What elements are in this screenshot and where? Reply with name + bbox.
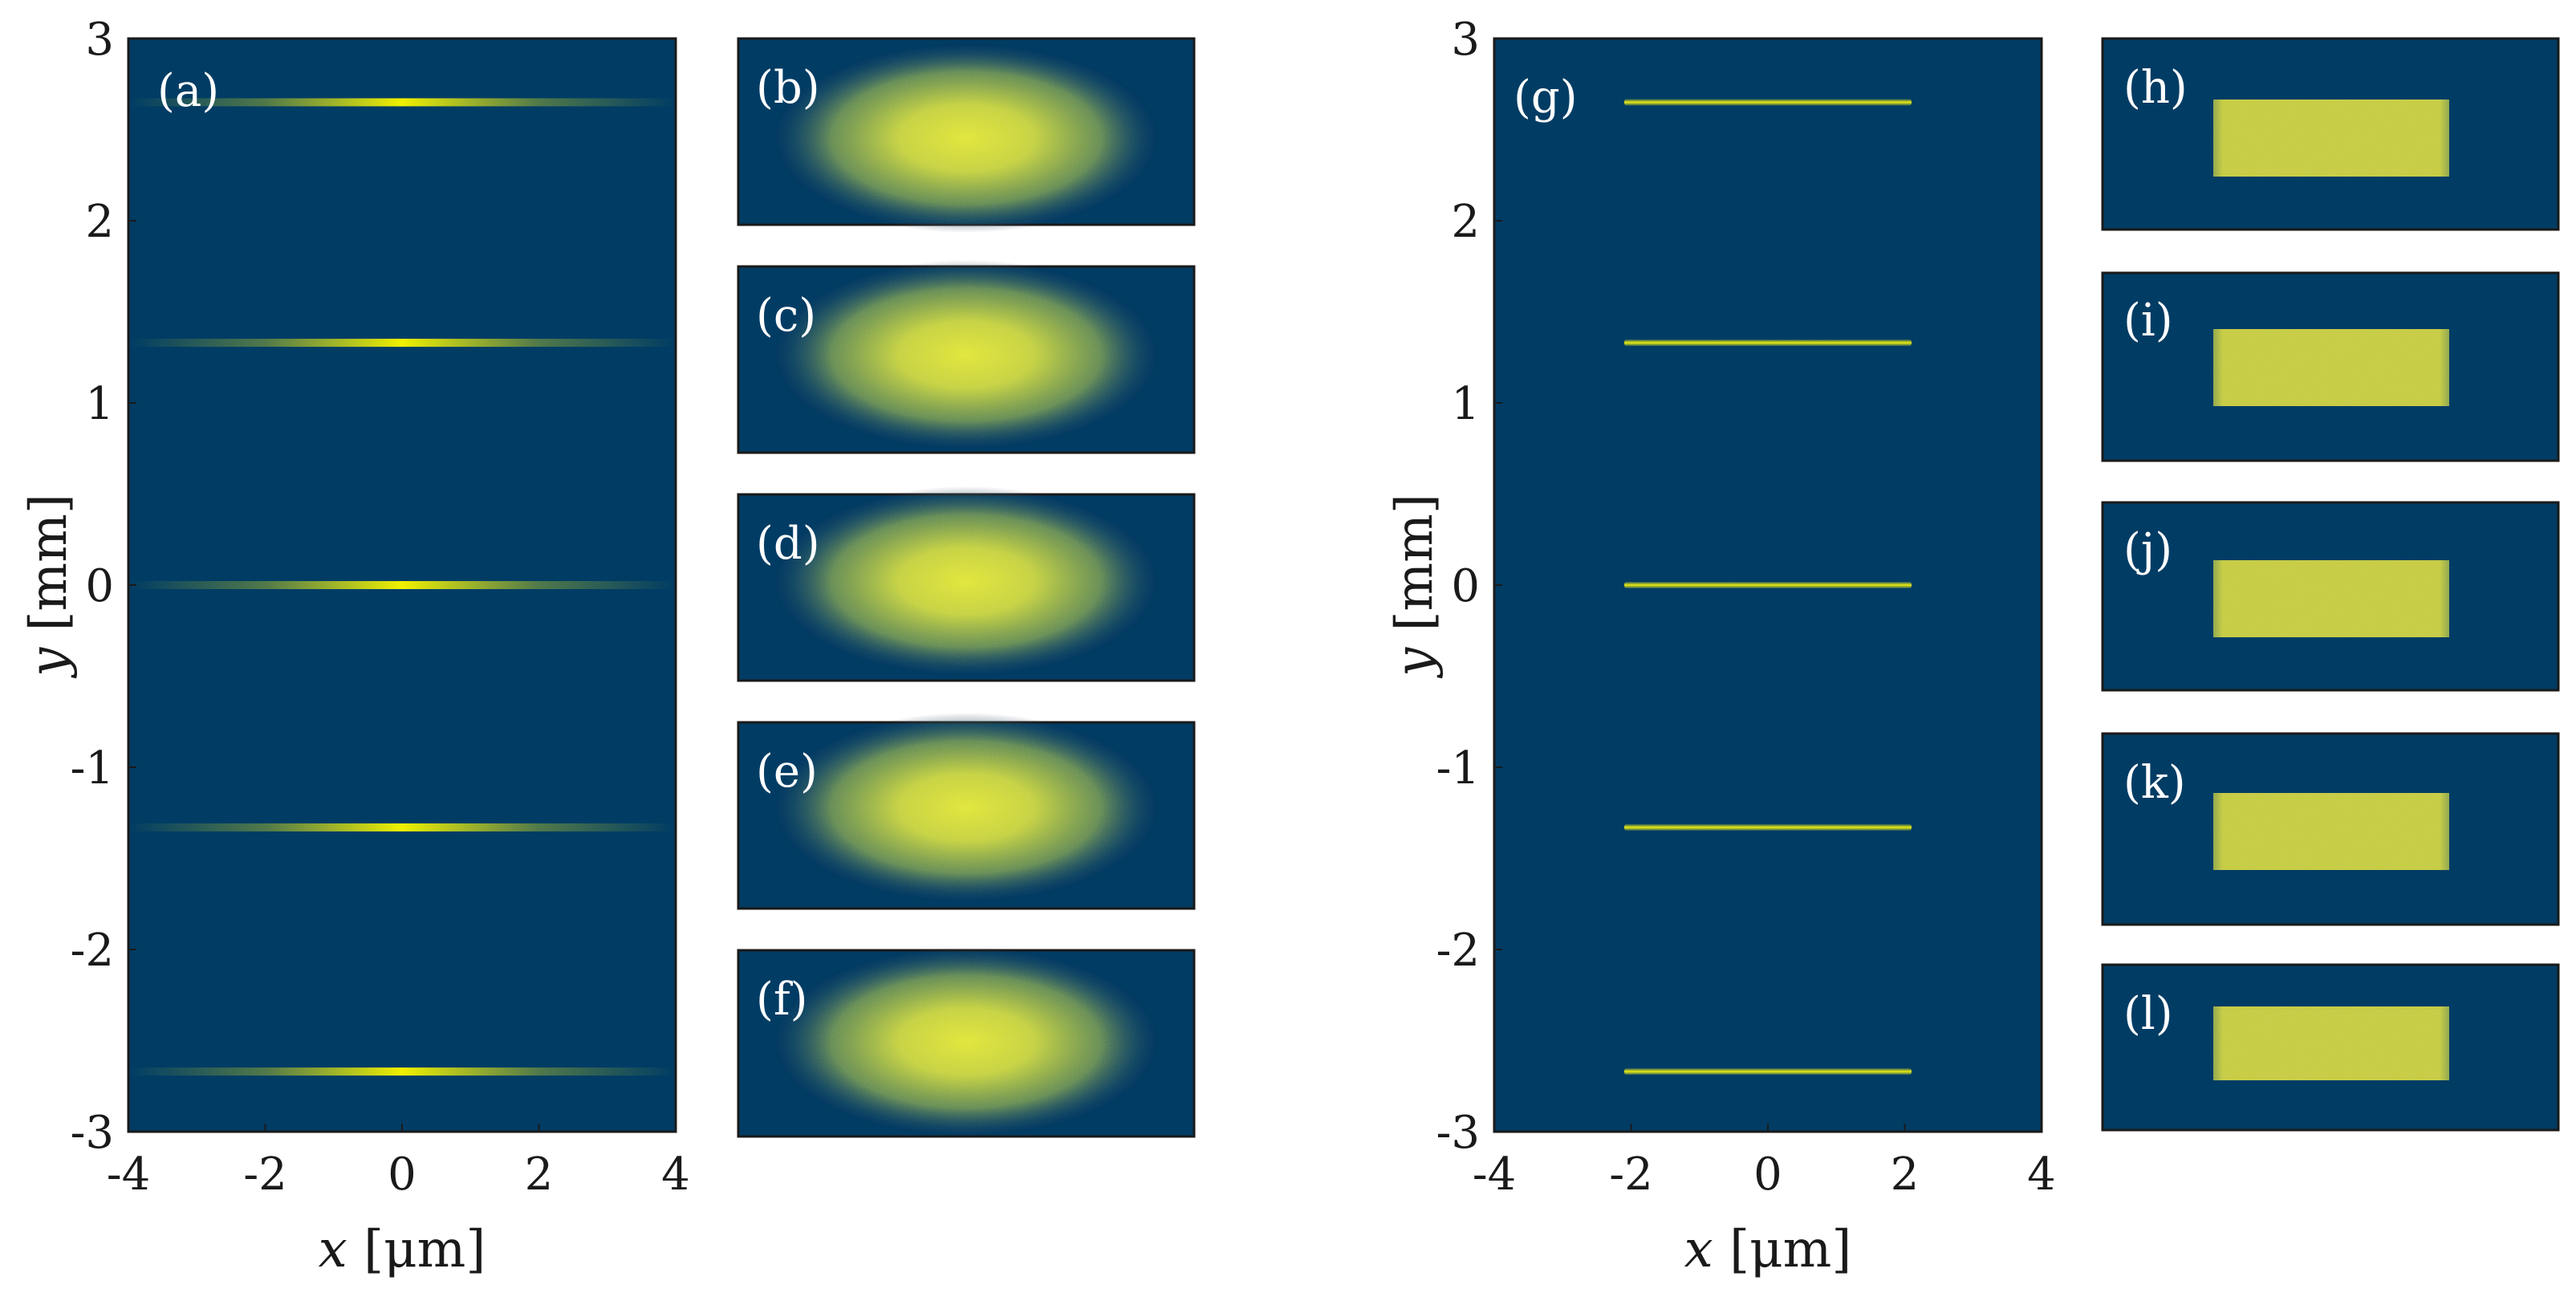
inset-d: (d) xyxy=(737,486,1196,682)
plot-a-ylabel: y [mm] xyxy=(19,494,79,679)
flat-top-spot xyxy=(2213,1006,2449,1080)
beam-line-g-3 xyxy=(1623,823,1912,831)
ytick-label-g-5: -2 xyxy=(1436,925,1480,977)
main-plot-a: (a) -4 -2 0 2 4 3 2 1 0 -1 -2 -3 x [μm] y [mm] xyxy=(19,14,690,1279)
gaussian-insets: (b) (c) (d) (e) (f) xyxy=(737,37,1196,1138)
panel-label-a: (a) xyxy=(157,65,219,117)
beam-line-a-4 xyxy=(128,1067,676,1076)
beam-line-a-2 xyxy=(128,581,676,589)
gaussian-spot xyxy=(774,43,1159,233)
main-plot-g: (g) -4 -2 0 2 4 3 2 1 0 -1 -2 -3 x [μm] y [mm] xyxy=(1385,14,2056,1279)
ytick-label-g-0: 3 xyxy=(1451,14,1480,66)
beam-line-g-2 xyxy=(1623,582,1912,588)
xtick-label-g-1: -2 xyxy=(1609,1149,1653,1201)
xtick-label-a-3: 2 xyxy=(525,1149,554,1201)
gaussian-spot xyxy=(774,260,1159,449)
ytick-label-g-1: 2 xyxy=(1451,196,1480,248)
beam-line-g-0 xyxy=(1623,99,1912,106)
inset-k: (k) xyxy=(2101,732,2560,926)
ytick-label-g-3: 0 xyxy=(1451,560,1480,612)
flat-top-spot xyxy=(2213,100,2449,177)
ytick-label-g-6: -3 xyxy=(1436,1107,1480,1159)
xtick-label-g-4: 4 xyxy=(2027,1149,2056,1201)
inset-f: (f) xyxy=(737,947,1196,1138)
inset-label-c: (c) xyxy=(756,290,816,342)
panel-label-g: (g) xyxy=(1514,71,1578,124)
plot-g-ylabel: y [mm] xyxy=(1385,494,1444,679)
plot-g-xlabel: x [μm] xyxy=(1684,1220,1852,1279)
ytick-label-a-0: 3 xyxy=(85,14,114,66)
plot-a-lines xyxy=(128,98,676,1076)
ytick-label-a-6: -3 xyxy=(70,1107,114,1159)
flat-top-spot xyxy=(2213,329,2449,406)
inset-i: (i) xyxy=(2101,271,2560,462)
inset-label-e: (e) xyxy=(756,746,818,798)
inset-b: (b) xyxy=(737,37,1196,233)
plot-a-xticks: -4 -2 0 2 4 xyxy=(107,1124,690,1201)
flat-top-spot xyxy=(2213,560,2449,637)
inset-j: (j) xyxy=(2101,501,2560,692)
inset-l: (l) xyxy=(2101,963,2560,1132)
inset-label-i: (i) xyxy=(2123,295,2173,347)
flat-top-insets: (h) (i) (j) (k) (l) xyxy=(2101,37,2560,1132)
xtick-label-a-1: -2 xyxy=(243,1149,287,1201)
plot-g-yticks: 3 2 1 0 -1 -2 -3 xyxy=(1436,14,1502,1159)
plot-a-yticks: 3 2 1 0 -1 -2 -3 xyxy=(70,14,136,1159)
plot-g-xticks: -4 -2 0 2 4 xyxy=(1473,1124,2056,1201)
inset-c: (c) xyxy=(737,260,1196,454)
ytick-label-a-3: 0 xyxy=(85,560,114,612)
beam-line-g-4 xyxy=(1623,1068,1912,1075)
plot-g-lines xyxy=(1623,99,1912,1075)
inset-label-l: (l) xyxy=(2123,988,2173,1040)
xtick-label-g-3: 2 xyxy=(1891,1149,1920,1201)
gaussian-spot xyxy=(774,486,1159,676)
xtick-label-g-2: 0 xyxy=(1753,1149,1782,1201)
inset-e: (e) xyxy=(737,713,1196,910)
ytick-label-a-2: 1 xyxy=(85,378,114,430)
ytick-label-g-4: -1 xyxy=(1436,742,1480,795)
inset-label-k: (k) xyxy=(2123,757,2186,809)
ytick-label-a-4: -1 xyxy=(70,742,114,795)
beam-line-a-0 xyxy=(128,98,676,107)
inset-label-f: (f) xyxy=(756,974,807,1026)
xtick-label-a-2: 0 xyxy=(388,1149,416,1201)
plot-a-xlabel: x [μm] xyxy=(319,1220,486,1279)
gaussian-spot xyxy=(774,713,1159,902)
xtick-label-a-4: 4 xyxy=(661,1149,690,1201)
beam-line-a-1 xyxy=(128,339,676,348)
gaussian-spot xyxy=(774,947,1159,1136)
beam-line-a-3 xyxy=(128,823,676,831)
xtick-label-a-0: -4 xyxy=(107,1149,151,1201)
inset-label-b: (b) xyxy=(756,62,820,114)
xtick-label-g-0: -4 xyxy=(1473,1149,1517,1201)
ytick-label-a-1: 2 xyxy=(85,196,114,248)
inset-label-h: (h) xyxy=(2123,62,2188,114)
flat-top-spot xyxy=(2213,793,2449,870)
inset-h: (h) xyxy=(2101,37,2560,231)
ytick-label-a-5: -2 xyxy=(70,925,114,977)
ytick-label-g-2: 1 xyxy=(1451,378,1480,430)
inset-label-j: (j) xyxy=(2123,524,2172,576)
beam-line-g-1 xyxy=(1623,339,1912,347)
inset-label-d: (d) xyxy=(756,518,820,570)
